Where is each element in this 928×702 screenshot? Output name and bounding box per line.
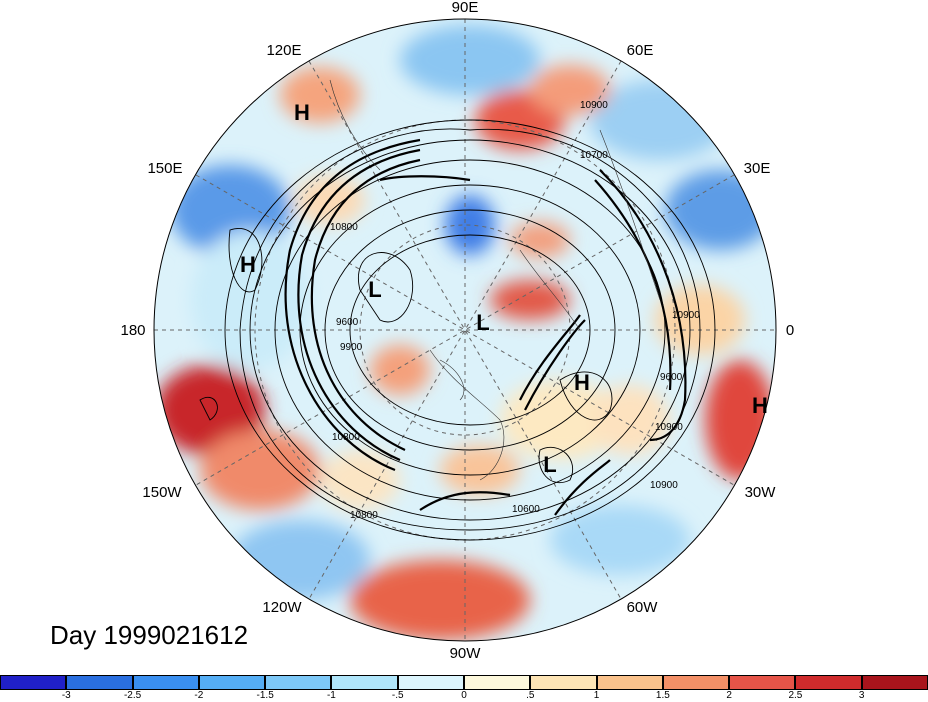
low-marker: L [368, 277, 381, 302]
lon-label: 30E [744, 160, 771, 177]
colorbar-tick-label: 2 [726, 690, 732, 701]
low-marker: L [543, 452, 556, 477]
high-marker: H [294, 100, 310, 125]
colorbar-tick-label: -2 [194, 690, 204, 701]
contour-label: 10800 [350, 510, 378, 521]
lon-label: 60W [627, 599, 659, 616]
day-label: Day 1999021612 [50, 620, 249, 650]
colorbar-tick-label: 0 [461, 690, 467, 701]
colorbar-ticks: -3 -2.5 -2 -1.5 -1 -.5 0 .5 1 1.5 2 2.5 3 [0, 690, 928, 702]
colorbar-box [662, 675, 730, 690]
colorbar-tick-label: 3 [858, 690, 865, 701]
contour-label: 9600 [336, 317, 359, 328]
colorbar-box [331, 675, 398, 690]
contour-label: 9600 [660, 372, 683, 383]
colorbar-box [861, 675, 928, 690]
colorbar-box [530, 675, 597, 690]
contour-label: 10900 [580, 100, 608, 111]
contour-label: 10800 [332, 432, 360, 443]
coastlines [329, 79, 661, 481]
lon-label: 0 [786, 322, 794, 339]
lon-label: 120W [262, 599, 302, 616]
high-marker: H [574, 370, 590, 395]
longitude-labels: 90E 60E 30E 0 30W 60W 90W 120W 150W 180 … [120, 0, 794, 662]
jet-contours [284, 138, 687, 516]
contour-labels: 10900 10700 10800 9600 9900 10800 10600 … [330, 100, 700, 521]
height-contours [199, 119, 716, 541]
colorbar-tick-label: -.5 [391, 690, 404, 701]
map-border [153, 18, 777, 642]
lon-label: 150E [147, 160, 182, 177]
low-marker: L [476, 310, 489, 335]
lon-label: 90E [452, 0, 479, 16]
lon-label: 90W [450, 645, 482, 662]
colorbar-box [265, 675, 332, 690]
colorbar-box [464, 675, 531, 690]
contour-label: 10900 [650, 480, 678, 491]
lon-label: 60E [627, 42, 654, 59]
colorbar-tick-label: 1 [593, 690, 600, 701]
lon-label: 30W [745, 484, 777, 501]
lon-label: 180 [120, 322, 145, 339]
colorbar-box [198, 675, 266, 690]
lon-label: 120E [266, 42, 301, 59]
anomaly-field [154, 19, 776, 641]
colorbar-tick-label: 2.5 [788, 690, 803, 701]
colorbar-tick-label: -2.5 [123, 690, 142, 701]
contour-label: 9900 [340, 342, 363, 353]
pressure-centers: H H L L H H L [240, 100, 768, 477]
colorbar-tick-label: -3 [61, 690, 71, 701]
colorbar-box [729, 675, 796, 690]
colorbar-box [0, 675, 67, 690]
colorbar-tick-label: -1.5 [256, 690, 274, 701]
contour-label: 10900 [672, 310, 700, 321]
colorbar-box [132, 675, 199, 690]
contour-label: 10600 [512, 504, 540, 515]
contour-label: 10900 [655, 422, 683, 433]
lon-label: 150W [142, 484, 182, 501]
colorbar-box [397, 675, 464, 690]
contour-label: 10800 [330, 222, 358, 233]
colorbar-tick-label: 1.5 [655, 690, 670, 701]
colorbar-tick-label: .5 [526, 690, 535, 701]
colorbar-tick-label: -1 [326, 690, 336, 701]
polar-map: 90E 60E 30E 0 30W 60W 90W 120W 150W 180 … [120, 0, 794, 662]
contour-label: 10700 [580, 150, 608, 161]
colorbar [0, 675, 928, 690]
colorbar-box [596, 675, 663, 690]
high-marker: H [240, 252, 256, 277]
high-marker: H [752, 393, 768, 418]
colorbar-box [795, 675, 862, 690]
colorbar-box [66, 675, 133, 690]
